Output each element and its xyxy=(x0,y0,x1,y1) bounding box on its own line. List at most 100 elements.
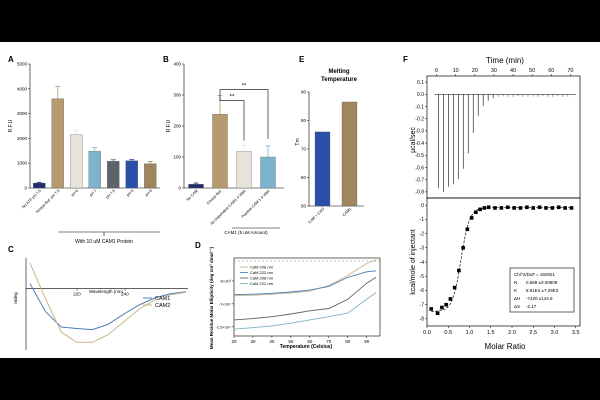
panel-a-group-label: With 10 uM CAM1 Protein xyxy=(75,239,133,245)
panel-f-y-tick-label: -1 xyxy=(420,217,425,223)
panel-f-ylabel: kcal/mole of injectant xyxy=(410,229,417,294)
fit-label-ds: ΔS xyxy=(514,304,520,309)
panel-e-y-tick-label: 80 xyxy=(301,118,307,123)
panel-f-x-tick-label: 1.5 xyxy=(487,330,495,336)
panel-f-top-x-tick-label: 20 xyxy=(472,68,478,74)
panel-f-top-ylabel: µcal/sec xyxy=(410,127,417,153)
panel-d-legend-label: CaM 222 nm xyxy=(250,281,274,286)
panel-d-legend-label: CaM 208 nm xyxy=(250,265,274,270)
panel-f-data-point xyxy=(469,216,474,220)
panel-e-title-line2: Temperature xyxy=(321,77,358,83)
fit-label-k: K xyxy=(514,288,517,293)
panel-e-y-tick-label: 60 xyxy=(301,175,307,180)
panel-f-y-tick-label: -8 xyxy=(420,317,425,323)
panel-f-x-tick-label: 2.5 xyxy=(529,330,537,336)
panel-f-x-tick-label: 2.0 xyxy=(508,330,516,336)
panel-d: D Mean Residue Molar Ellipticity (deg cm… xyxy=(195,241,381,350)
panel-f-top-x-tick-label: 30 xyxy=(491,68,497,74)
panel-d-series-line xyxy=(233,292,377,330)
panel-f-data-point xyxy=(440,305,444,310)
fit-value-chi: = 182921 xyxy=(536,272,555,277)
panel-c-x-tick-label: 220 xyxy=(73,292,81,297)
panel-c-ylabel: mdeg xyxy=(13,292,18,304)
panel-d-y-tick-label: -1.5×10⁴ xyxy=(216,324,232,329)
panel-b-significance-bracket xyxy=(219,89,269,140)
panel-a-category-label: pH 8 xyxy=(126,189,135,198)
panel-f-top-y-tick-label: -0.7 xyxy=(415,178,424,184)
panel-d-series-line xyxy=(233,259,377,297)
panel-f-top-x-tick-label: 70 xyxy=(567,68,573,74)
panel-d-y-tick-label: -1×10⁴ xyxy=(219,301,231,306)
panel-a-bar xyxy=(125,160,138,189)
panel-f-top-y-tick-label: 0.1 xyxy=(417,80,424,86)
panel-f-letter: F xyxy=(403,55,408,64)
panel-b-y-tick-label: 0 xyxy=(178,186,181,191)
panel-f-top-y-tick-label: -0.4 xyxy=(415,141,424,147)
panel-f-data-point xyxy=(563,206,567,210)
panel-f-data-point xyxy=(531,206,536,210)
panel-a-y-tick-label: 1000 xyxy=(17,161,28,166)
panel-b-bar xyxy=(212,114,228,189)
panel-c-legend-label: CAM1 xyxy=(155,296,170,302)
fit-label-n: N xyxy=(514,280,517,285)
panel-b-bar xyxy=(260,156,276,189)
panel-e-y-tick-label: 90 xyxy=(301,90,307,95)
panel-f: F Time (min) µcal/sec kcal/mole of injec… xyxy=(403,55,581,351)
panel-b-y-tick-label: 200 xyxy=(173,124,181,129)
panel-d-x-tick-label: 50 xyxy=(288,339,294,344)
panel-f-data-point xyxy=(474,210,478,215)
panel-f-data-point xyxy=(444,302,448,307)
panel-d-x-tick-label: 80 xyxy=(345,339,351,344)
panel-e-title-line1: Melting xyxy=(329,69,350,75)
panel-e-letter: E xyxy=(299,55,305,64)
panel-f-xlabel: Molar Ratio xyxy=(485,342,526,351)
panel-f-x-tick-label: 1.0 xyxy=(466,330,474,336)
panel-f-top-x-tick-label: 0 xyxy=(435,68,438,74)
panel-f-data-point xyxy=(448,297,453,301)
panel-f-y-tick-label: 0 xyxy=(421,203,424,209)
panel-d-y-tick-label: -5×10³ xyxy=(219,278,231,283)
panel-e-category-label: CAM1 xyxy=(342,207,352,217)
panel-f-data-point xyxy=(435,311,440,315)
panel-e-y-tick-label: 70 xyxy=(301,147,307,152)
panel-f-data-point xyxy=(493,206,497,210)
panel-b-bar xyxy=(188,184,204,189)
panel-f-data-point xyxy=(556,205,561,210)
panel-c-series-line xyxy=(29,262,187,343)
panel-f-data-point xyxy=(429,307,434,311)
panel-b-significance-bracket xyxy=(220,100,245,141)
panel-e-y-tick-label: 50 xyxy=(301,204,307,209)
panel-d-x-tick-label: 30 xyxy=(250,339,256,344)
panel-d-x-tick-label: 20 xyxy=(231,339,237,344)
panel-e-bar xyxy=(341,101,358,207)
panel-a-y-tick-label: 5000 xyxy=(17,62,28,67)
panel-d-x-tick-label: 90 xyxy=(364,339,370,344)
panel-f-data-point xyxy=(482,206,487,210)
panel-d-xlabel: Temperature (Celsius) xyxy=(280,344,333,350)
panel-f-data-point xyxy=(518,206,523,210)
panel-f-top-y-tick-label: -0.1 xyxy=(415,104,424,110)
panel-f-top-xlabel: Time (min) xyxy=(486,56,524,65)
panel-a-bar xyxy=(51,98,64,189)
figure-panel xyxy=(0,42,600,358)
panel-f-top-x-tick-label: 10 xyxy=(453,68,459,74)
fit-label-dh: ΔH xyxy=(514,296,520,301)
fit-value-dh: -7420 ±144.9 xyxy=(526,296,553,301)
panel-f-top-y-tick-label: -0.6 xyxy=(415,165,424,171)
panel-f-data-point xyxy=(499,206,504,210)
panel-b-bar xyxy=(236,151,252,189)
panel-f-x-tick-label: 3.0 xyxy=(551,330,559,336)
panel-f-y-tick-label: -3 xyxy=(420,246,425,252)
panel-c-legend-label: CAM2 xyxy=(155,303,170,309)
panel-b-ylabel: R.F.U xyxy=(166,119,172,132)
panel-d-legend-label: CaM 222 nm xyxy=(250,270,274,275)
panel-b-significance-label: ** xyxy=(230,95,235,101)
panel-d-x-tick-label: 70 xyxy=(326,339,332,344)
panel-d-letter: D xyxy=(195,241,201,250)
panel-f-data-point xyxy=(461,245,465,250)
panel-a-letter: A xyxy=(8,55,14,64)
panel-a-bar xyxy=(107,161,120,189)
